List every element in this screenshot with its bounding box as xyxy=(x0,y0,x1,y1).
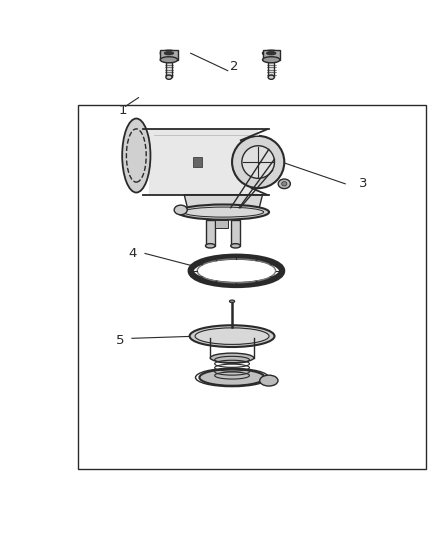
Ellipse shape xyxy=(174,205,187,215)
Bar xyxy=(215,220,228,228)
Bar xyxy=(268,60,274,77)
Polygon shape xyxy=(184,195,262,212)
Bar xyxy=(262,50,280,60)
Bar xyxy=(78,106,426,469)
Text: 2: 2 xyxy=(230,60,238,73)
Ellipse shape xyxy=(166,75,172,79)
Bar xyxy=(166,60,172,77)
Ellipse shape xyxy=(122,118,150,192)
Ellipse shape xyxy=(164,52,174,55)
Ellipse shape xyxy=(282,182,287,186)
Ellipse shape xyxy=(278,179,290,189)
Ellipse shape xyxy=(230,300,235,303)
Bar xyxy=(231,220,240,246)
Ellipse shape xyxy=(266,52,276,55)
Ellipse shape xyxy=(205,244,215,248)
Ellipse shape xyxy=(260,375,278,386)
Text: 3: 3 xyxy=(359,177,368,190)
Ellipse shape xyxy=(268,75,274,79)
Ellipse shape xyxy=(262,50,280,56)
Bar xyxy=(193,157,201,167)
Ellipse shape xyxy=(183,207,264,217)
FancyBboxPatch shape xyxy=(149,130,258,195)
Bar xyxy=(160,50,178,60)
Ellipse shape xyxy=(210,353,254,362)
Ellipse shape xyxy=(242,146,275,179)
Text: 4: 4 xyxy=(129,247,137,260)
Text: 5: 5 xyxy=(116,334,124,347)
Ellipse shape xyxy=(232,136,284,188)
Ellipse shape xyxy=(178,205,269,220)
Ellipse shape xyxy=(199,369,265,386)
Ellipse shape xyxy=(160,50,178,56)
Ellipse shape xyxy=(262,56,280,63)
Ellipse shape xyxy=(190,325,275,347)
Ellipse shape xyxy=(160,56,178,63)
Ellipse shape xyxy=(231,244,240,248)
Bar xyxy=(205,220,215,246)
Ellipse shape xyxy=(195,328,269,344)
Text: 1: 1 xyxy=(119,104,127,117)
